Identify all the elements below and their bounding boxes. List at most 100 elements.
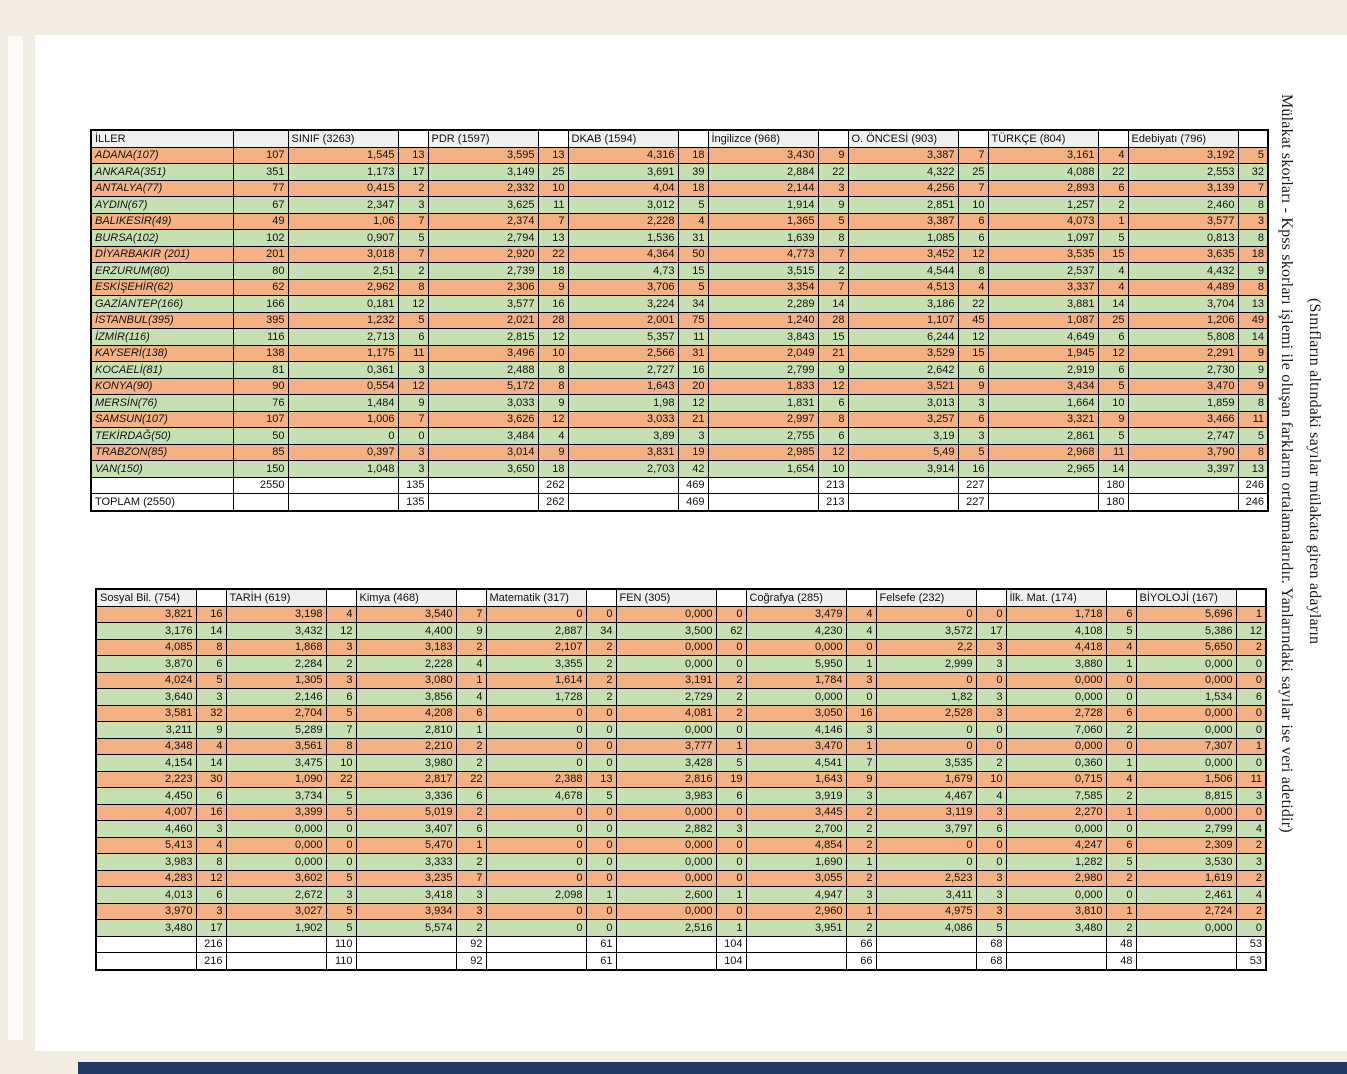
toplam-blank-cell	[567, 493, 679, 511]
n-cell: 8	[1237, 278, 1269, 296]
n-cell: 5	[325, 919, 357, 937]
n-cell: 2	[1235, 638, 1267, 656]
score-cell: 0,000	[1135, 671, 1237, 689]
n-cell: 4	[1097, 262, 1129, 280]
n-cell: 1	[1097, 212, 1129, 230]
sum-blank-cell	[567, 476, 679, 494]
score-cell: 2,739	[427, 262, 539, 280]
n-cell: 0	[585, 902, 617, 920]
table-row: 3,211 9 5,289 7 2,810 1 0 0 0,000 0 4,146 3 0 0 7,060 2…	[95, 721, 1267, 739]
count-cell: 138	[232, 344, 289, 362]
score-cell: 0,000	[615, 803, 717, 821]
city-cell: ADANA(107)	[90, 146, 234, 164]
n-cell: 5	[325, 704, 357, 722]
score-cell: 3,856	[355, 688, 457, 706]
sum-blank-cell	[615, 952, 717, 970]
n-cell: 9	[537, 394, 569, 412]
score-cell: 3,821	[95, 605, 197, 623]
score-cell: 3,479	[745, 605, 847, 623]
n-cell: 3	[817, 179, 849, 197]
score-cell: 3,529	[847, 344, 959, 362]
n-cell: 4	[195, 836, 227, 854]
column-header-subject-3: İngilizce (968)	[707, 129, 819, 148]
n-cell: 5	[1097, 229, 1129, 247]
n-cell: 42	[677, 460, 709, 478]
city-cell: ANTALYA(77)	[90, 179, 234, 197]
sum-blank-cell	[485, 935, 587, 953]
count-cell: 201	[232, 245, 289, 263]
sum-n-cell: 135	[397, 476, 429, 494]
sum-blank-cell	[225, 935, 327, 953]
n-cell: 2	[455, 638, 487, 656]
sum-blank-cell	[847, 476, 959, 494]
score-cell: 2,672	[225, 886, 327, 904]
score-cell: 0,000	[615, 605, 717, 623]
table-row: 4,460 3 0,000 0 3,407 6 0 0 2,882 3 2,700 2 3,797 6 0,…	[95, 820, 1267, 838]
n-cell: 11	[1237, 410, 1269, 428]
score-cell: 2,729	[615, 688, 717, 706]
score-cell: 3,980	[355, 754, 457, 772]
n-cell: 5	[1105, 853, 1137, 871]
score-cell: 0,000	[615, 902, 717, 920]
sum-row: 216 110 92 61 104 66 68 48 53	[95, 935, 1267, 953]
table-row: 3,970 3 3,027 5 3,934 3 0 0 0,000 0 2,960 1 4,975 3 3,…	[95, 902, 1267, 920]
score-cell: 0,000	[225, 836, 327, 854]
n-cell: 6	[1235, 688, 1267, 706]
score-cell: 1,484	[287, 394, 399, 412]
n-cell: 0	[585, 754, 617, 772]
score-cell: 4,256	[847, 179, 959, 197]
header-row: İLLER SINIF (3263) PDR (1597) DKAB (1594) İn…	[90, 129, 1269, 148]
n-cell: 9	[1237, 262, 1269, 280]
score-cell: 3,934	[355, 902, 457, 920]
score-cell: 3,355	[485, 655, 587, 673]
n-cell: 16	[537, 295, 569, 313]
score-cell: 2,347	[287, 196, 399, 214]
score-cell: 2,920	[427, 245, 539, 263]
score-cell: 3,013	[847, 394, 959, 412]
score-cell: 2,284	[225, 655, 327, 673]
score-cell: 1,654	[707, 460, 819, 478]
score-cell: 2,817	[355, 770, 457, 788]
score-cell: 2,747	[1127, 427, 1239, 445]
sum-blank-cell	[1135, 935, 1237, 953]
n-cell: 5	[677, 278, 709, 296]
n-cell: 18	[1237, 245, 1269, 263]
score-cell: 2,460	[1127, 196, 1239, 214]
n-cell: 9	[1237, 344, 1269, 362]
n-cell: 5	[677, 196, 709, 214]
score-cell: 3,014	[427, 443, 539, 461]
n-cell: 9	[537, 278, 569, 296]
n-cell: 0	[975, 737, 1007, 755]
count-cell: 81	[232, 361, 289, 379]
n-cell: 31	[677, 344, 709, 362]
score-cell: 1,090	[225, 770, 327, 788]
n-cell: 3	[397, 443, 429, 461]
score-cell: 5,019	[355, 803, 457, 821]
n-cell: 4	[455, 688, 487, 706]
table-row: ADANA(107) 107 1,545 13 3,595 13 4,316 18 3,430 9…	[90, 146, 1269, 164]
sum-n-cell: 180	[1097, 476, 1129, 494]
column-header-subject-6: Edebiyatı (796)	[1127, 129, 1239, 148]
n-cell: 22	[325, 770, 357, 788]
n-cell: 14	[195, 754, 227, 772]
n-cell: 5	[715, 754, 747, 772]
n-cell: 8	[195, 853, 227, 871]
n-cell: 1	[845, 655, 877, 673]
n-cell: 1	[715, 886, 747, 904]
score-cell: 1,282	[1005, 853, 1107, 871]
score-cell: 1,98	[567, 394, 679, 412]
table-row: 4,013 6 2,672 3 3,418 3 2,098 1 2,600 1 4,947 3 3,41…	[95, 886, 1267, 904]
score-cell: 1,257	[987, 196, 1099, 214]
score-cell: 1,545	[287, 146, 399, 164]
score-cell: 5,950	[745, 655, 847, 673]
n-cell: 12	[957, 245, 989, 263]
toplam-n-cell: 246	[1237, 493, 1269, 511]
n-cell: 2	[585, 688, 617, 706]
n-cell: 18	[537, 262, 569, 280]
table-row: 4,085 8 1,868 3 3,183 2 2,107 2 0,000 0 0,000 0 2,2 3…	[95, 638, 1267, 656]
n-cell: 1	[715, 919, 747, 937]
score-cell: 1,085	[847, 229, 959, 247]
n-cell: 1	[845, 902, 877, 920]
score-cell: 1,868	[225, 638, 327, 656]
score-cell: 0	[485, 853, 587, 871]
